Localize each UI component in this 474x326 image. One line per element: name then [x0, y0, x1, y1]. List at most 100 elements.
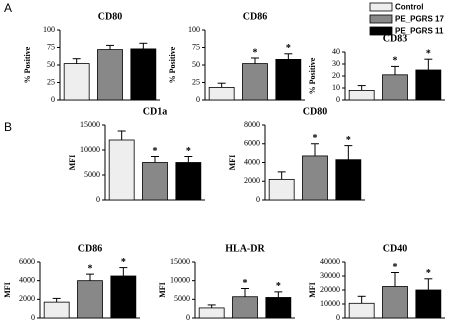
y-tick-label: 25 [47, 77, 55, 86]
bar [382, 74, 408, 101]
chart-title: CD80 [98, 11, 122, 22]
y-tick-label: 25 [192, 77, 200, 86]
y-tick-label: 30 [332, 59, 340, 68]
y-tick-label: 40 [332, 47, 340, 56]
y-tick-label: 100 [43, 25, 55, 34]
y-tick-label: 75 [192, 42, 200, 51]
bar [198, 307, 225, 319]
legend-swatch [369, 2, 393, 12]
y-axis-label: % Positive [23, 46, 32, 83]
significance-marker: * [243, 278, 248, 289]
bar [265, 297, 292, 319]
significance-marker: * [426, 48, 431, 59]
significance-marker: * [393, 56, 398, 67]
y-tick-label: 0 [196, 95, 200, 104]
bar [110, 275, 137, 319]
significance-marker: * [426, 268, 431, 279]
y-tick-label: 0 [256, 195, 260, 204]
y-tick-label: 15000 [80, 120, 100, 129]
y-tick-label: 4000 [19, 275, 35, 284]
y-tick-label: 8000 [244, 120, 260, 129]
chart-title: CD1a [143, 106, 167, 117]
legend-swatch [369, 26, 393, 36]
y-tick-label: 15000 [170, 257, 190, 266]
significance-marker: * [186, 146, 191, 157]
y-tick-label: 6000 [244, 139, 260, 148]
y-tick-label: 0 [31, 313, 35, 322]
legend-label: Control [395, 3, 423, 12]
y-tick-label: 0 [186, 313, 190, 322]
bar [43, 301, 70, 319]
panel-label: A [4, 1, 12, 15]
y-tick-label: 100 [188, 25, 200, 34]
chart-title: CD40 [383, 243, 407, 254]
bar [335, 159, 362, 201]
y-axis-label: MFI [308, 282, 317, 298]
y-axis-label: MFI [68, 155, 77, 171]
y-axis-label: MFI [228, 155, 237, 171]
y-tick-label: 20 [332, 71, 340, 80]
y-tick-label: 5000 [84, 170, 100, 179]
significance-marker: * [313, 133, 318, 144]
y-axis-label: MFI [3, 282, 12, 298]
y-tick-label: 2000 [19, 294, 35, 303]
y-tick-label: 75 [47, 42, 55, 51]
y-tick-label: 10 [332, 83, 340, 92]
significance-marker: * [153, 146, 158, 157]
y-tick-label: 50 [192, 60, 200, 69]
bar [382, 286, 408, 319]
y-tick-label: 50 [47, 60, 55, 69]
bar [348, 302, 375, 319]
bar [302, 155, 328, 201]
y-tick-label: 30000 [320, 271, 340, 280]
y-axis-label: % Positive [168, 46, 177, 83]
bar [242, 63, 268, 101]
y-tick-label: 20000 [320, 285, 340, 294]
significance-marker: * [121, 257, 126, 268]
significance-marker: * [286, 43, 291, 54]
bar [130, 48, 157, 101]
bar [208, 87, 235, 101]
y-tick-label: 6000 [19, 257, 35, 266]
y-tick-label: 2000 [244, 176, 260, 185]
bar [348, 90, 375, 101]
y-tick-label: 0 [336, 95, 340, 104]
chart-title: CD80 [303, 106, 327, 117]
bar [142, 162, 168, 201]
chart-title: HLA-DR [225, 243, 265, 254]
y-tick-label: 10000 [170, 275, 190, 284]
chart-title: CD86 [78, 243, 102, 254]
chart-title: CD83 [383, 33, 407, 44]
y-tick-label: 5000 [174, 294, 190, 303]
y-axis-label: % Positive [308, 57, 317, 94]
significance-marker: * [276, 281, 281, 292]
legend-label: PE_PGRS 17 [395, 15, 444, 24]
y-tick-label: 10000 [320, 299, 340, 308]
bar [268, 178, 295, 201]
significance-marker: * [346, 135, 351, 146]
y-tick-label: 40000 [320, 257, 340, 266]
chart-title: CD86 [243, 11, 267, 22]
bar [275, 59, 302, 101]
bar [77, 280, 103, 319]
y-tick-label: 4000 [244, 157, 260, 166]
bar [415, 69, 442, 101]
y-tick-label: 0 [51, 95, 55, 104]
significance-marker: * [393, 262, 398, 273]
y-tick-label: 0 [96, 195, 100, 204]
bar [97, 49, 123, 101]
y-tick-label: 10000 [80, 145, 100, 154]
significance-marker: * [253, 47, 258, 58]
y-tick-label: 0 [336, 313, 340, 322]
bar [63, 63, 90, 101]
bar [232, 296, 258, 319]
bar [415, 289, 442, 319]
legend-label: PE_PGRS 11 [395, 27, 444, 36]
significance-marker: * [88, 263, 93, 274]
y-axis-label: MFI [158, 282, 167, 298]
panel-label: B [4, 120, 12, 134]
bar [108, 139, 135, 201]
legend-swatch [369, 14, 393, 24]
